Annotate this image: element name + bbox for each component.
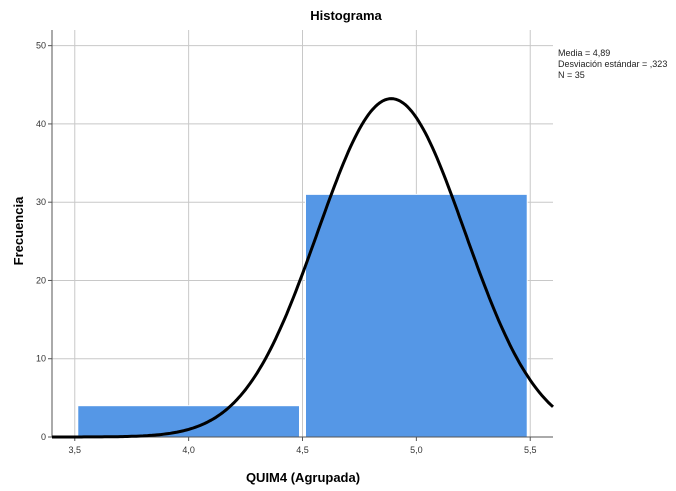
y-tick-label: 40 — [36, 119, 46, 129]
x-axis-label: QUIM4 (Agrupada) — [246, 470, 360, 485]
stat-std: Desviación estándar = ,323 — [558, 59, 667, 69]
x-tick-label: 5,0 — [410, 445, 423, 455]
stat-n: N = 35 — [558, 70, 585, 80]
x-tick-label: 4,5 — [296, 445, 309, 455]
tick-labels: 0 10 20 30 40 50 3,5 4,0 4,5 5,0 5,5 — [36, 41, 537, 455]
x-tick-label: 4,0 — [182, 445, 195, 455]
stats-box: Media = 4,89 Desviación estándar = ,323 … — [558, 48, 667, 80]
histogram-bars — [77, 193, 528, 438]
y-tick-label: 50 — [36, 41, 46, 51]
x-tick-label: 3,5 — [69, 445, 82, 455]
histogram-bar-0 — [77, 405, 301, 438]
y-tick-label: 0 — [41, 432, 46, 442]
normal-curve-line — [52, 97, 555, 439]
stat-mean: Media = 4,89 — [558, 48, 610, 58]
y-tick-label: 30 — [36, 197, 46, 207]
y-axis-label: Frecuencia — [11, 196, 26, 265]
y-tick-label: 20 — [36, 275, 46, 285]
x-tick-label: 5,5 — [524, 445, 537, 455]
normal-curve — [52, 97, 555, 439]
chart-title: Histograma — [310, 8, 382, 23]
histogram-bar-1 — [305, 193, 528, 438]
y-tick-label: 10 — [36, 354, 46, 364]
